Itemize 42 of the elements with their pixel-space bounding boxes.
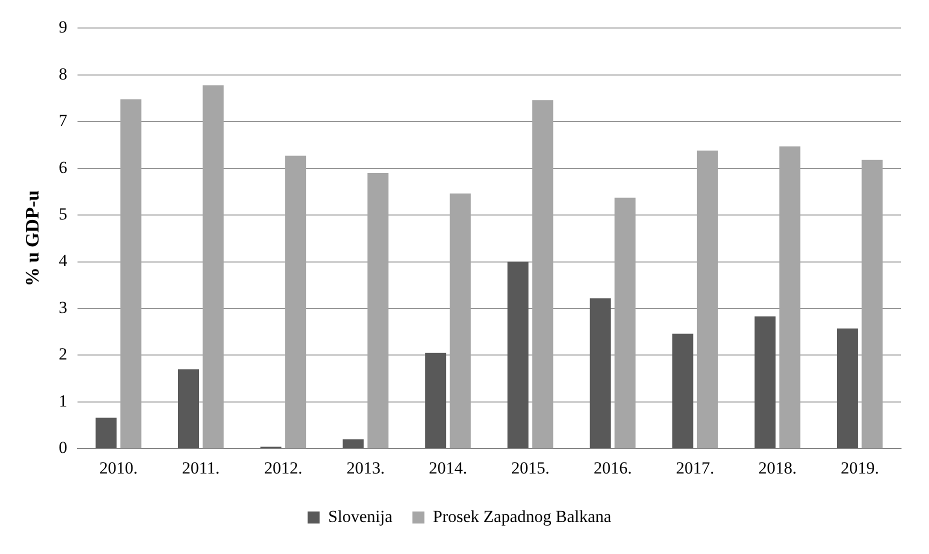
y-tick-label: 8 — [58, 64, 68, 84]
bar — [120, 99, 142, 448]
bar — [96, 418, 117, 448]
x-tick-label: 2014. — [428, 458, 468, 478]
bar — [532, 100, 554, 448]
bar — [342, 439, 364, 448]
bar — [862, 160, 883, 448]
legend-label: Slovenija — [328, 506, 393, 526]
x-tick-label: 2018. — [758, 458, 797, 478]
bar — [202, 85, 224, 448]
bar — [590, 298, 611, 448]
bar — [507, 262, 528, 448]
y-tick-label: 6 — [58, 158, 68, 177]
x-tick-label: 2016. — [594, 458, 632, 478]
bar — [696, 150, 718, 448]
bar — [450, 194, 471, 448]
x-tick-label: 2019. — [840, 458, 879, 478]
bar — [285, 156, 306, 448]
y-tick-label: 0 — [58, 438, 68, 458]
y-tick-label: 9 — [58, 18, 68, 37]
x-tick-label: 2012. — [264, 458, 302, 478]
bar — [779, 146, 800, 448]
x-tick-label: 2010. — [99, 458, 138, 478]
bar — [754, 316, 776, 448]
bar — [367, 173, 388, 448]
bar — [614, 198, 636, 448]
legend-label: Prosek Zapadnog Balkana — [432, 506, 612, 526]
x-tick-label: 2013. — [346, 458, 385, 478]
y-tick-label: 2 — [58, 344, 68, 364]
x-tick-label: 2015. — [511, 458, 550, 478]
x-tick-label: 2017. — [676, 458, 714, 478]
y-tick-label: 4 — [58, 251, 68, 270]
bar — [836, 328, 858, 448]
y-tick-label: 7 — [58, 111, 68, 130]
bar — [178, 369, 199, 448]
y-tick-label: 5 — [58, 204, 68, 224]
bar — [672, 334, 694, 448]
y-axis-title: % u GDP-u — [22, 190, 44, 286]
y-tick-label: 3 — [58, 298, 68, 317]
bar — [425, 352, 446, 448]
y-tick-label: 1 — [58, 391, 68, 410]
x-tick-label: 2011. — [182, 458, 220, 478]
